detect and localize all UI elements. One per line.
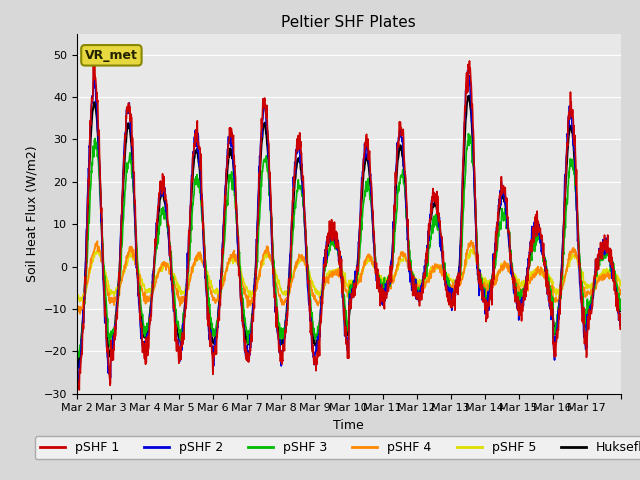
pSHF 1: [158, 191, 166, 197]
pSHF 4: [467, 238, 475, 243]
pSHF 5: [617, 279, 625, 285]
pSHF 5: [477, 273, 485, 278]
pSHF 3: [477, 280, 485, 286]
Line: pSHF 3: pSHF 3: [77, 133, 621, 357]
pSHF 3: [324, 252, 332, 258]
pSHF 2: [477, 287, 485, 292]
Hukseflux: [73, 364, 81, 370]
Hukseflux: [557, 271, 565, 276]
Hukseflux: [324, 240, 332, 245]
X-axis label: Time: Time: [333, 419, 364, 432]
pSHF 4: [477, 281, 485, 287]
Line: pSHF 4: pSHF 4: [77, 240, 621, 314]
pSHF 1: [466, 58, 474, 64]
pSHF 3: [557, 291, 565, 297]
pSHF 5: [557, 281, 565, 287]
Line: pSHF 5: pSHF 5: [77, 249, 621, 301]
pSHF 1: [335, 246, 342, 252]
pSHF 3: [335, 245, 342, 251]
pSHF 5: [335, 268, 342, 274]
pSHF 1: [324, 240, 332, 246]
pSHF 2: [74, 382, 82, 387]
pSHF 4: [324, 280, 332, 286]
Hukseflux: [617, 307, 625, 313]
pSHF 2: [159, 193, 166, 199]
pSHF 4: [73, 304, 81, 310]
pSHF 5: [158, 268, 166, 274]
pSHF 1: [617, 311, 625, 317]
pSHF 1: [73, 371, 81, 376]
pSHF 3: [611, 275, 618, 280]
Line: pSHF 2: pSHF 2: [77, 67, 621, 384]
pSHF 3: [74, 354, 82, 360]
Hukseflux: [158, 191, 166, 196]
Line: pSHF 1: pSHF 1: [77, 61, 621, 390]
pSHF 4: [335, 274, 342, 280]
pSHF 1: [477, 282, 485, 288]
pSHF 1: [611, 288, 618, 293]
pSHF 5: [324, 270, 332, 276]
pSHF 2: [611, 277, 618, 283]
pSHF 2: [325, 233, 333, 239]
Hukseflux: [74, 365, 82, 371]
pSHF 3: [617, 302, 625, 308]
pSHF 2: [335, 250, 343, 256]
pSHF 4: [611, 274, 618, 279]
pSHF 5: [611, 272, 618, 278]
Legend: pSHF 1, pSHF 2, pSHF 3, pSHF 4, pSHF 5, Hukseflux: pSHF 1, pSHF 2, pSHF 3, pSHF 4, pSHF 5, …: [35, 436, 640, 459]
pSHF 2: [617, 315, 625, 321]
pSHF 3: [158, 209, 166, 215]
Hukseflux: [465, 93, 473, 99]
pSHF 3: [73, 352, 81, 358]
pSHF 5: [73, 290, 81, 296]
pSHF 5: [469, 246, 477, 252]
pSHF 5: [76, 299, 83, 304]
pSHF 1: [76, 387, 83, 393]
pSHF 1: [557, 276, 565, 281]
Y-axis label: Soil Heat Flux (W/m2): Soil Heat Flux (W/m2): [25, 145, 38, 282]
Hukseflux: [335, 252, 342, 258]
pSHF 4: [76, 311, 84, 317]
pSHF 4: [617, 288, 625, 294]
pSHF 3: [465, 131, 472, 136]
Text: VR_met: VR_met: [85, 49, 138, 62]
pSHF 4: [158, 260, 166, 265]
Title: Peltier SHF Plates: Peltier SHF Plates: [282, 15, 416, 30]
pSHF 2: [90, 64, 98, 70]
Line: Hukseflux: Hukseflux: [77, 96, 621, 368]
pSHF 2: [73, 378, 81, 384]
pSHF 4: [557, 286, 565, 292]
Hukseflux: [477, 281, 485, 287]
pSHF 2: [557, 274, 565, 279]
Hukseflux: [611, 272, 618, 278]
